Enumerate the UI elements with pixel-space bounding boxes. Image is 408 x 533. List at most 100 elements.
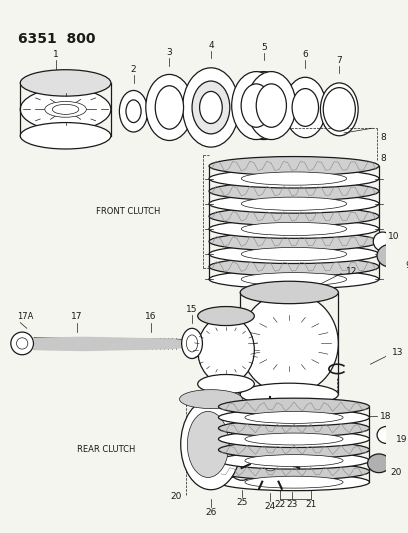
Ellipse shape	[241, 84, 271, 127]
Ellipse shape	[180, 390, 242, 409]
Ellipse shape	[247, 71, 296, 140]
Text: 1: 1	[53, 50, 59, 59]
Text: 18: 18	[380, 411, 391, 421]
Ellipse shape	[186, 335, 198, 352]
Ellipse shape	[257, 418, 284, 471]
Ellipse shape	[245, 476, 343, 488]
Ellipse shape	[240, 383, 338, 406]
Ellipse shape	[240, 293, 338, 394]
Text: 23: 23	[286, 500, 298, 510]
Ellipse shape	[249, 84, 279, 127]
Ellipse shape	[232, 71, 281, 140]
Ellipse shape	[209, 220, 379, 238]
Ellipse shape	[245, 411, 343, 423]
Ellipse shape	[198, 316, 254, 384]
Ellipse shape	[181, 399, 241, 490]
Ellipse shape	[182, 328, 202, 359]
Ellipse shape	[187, 411, 229, 478]
Text: 9: 9	[406, 261, 408, 270]
Text: 26: 26	[205, 508, 217, 517]
Ellipse shape	[126, 100, 141, 123]
Ellipse shape	[209, 257, 379, 276]
Ellipse shape	[320, 83, 358, 136]
Text: 25: 25	[236, 498, 248, 507]
Ellipse shape	[52, 104, 79, 115]
Ellipse shape	[368, 454, 390, 473]
Ellipse shape	[373, 232, 392, 251]
Ellipse shape	[268, 403, 317, 482]
Ellipse shape	[239, 71, 288, 140]
Text: 3: 3	[166, 48, 172, 57]
Ellipse shape	[246, 405, 294, 484]
Text: 5: 5	[261, 43, 267, 52]
Ellipse shape	[245, 433, 343, 445]
Text: 8: 8	[381, 133, 386, 142]
Ellipse shape	[120, 91, 148, 132]
Ellipse shape	[198, 306, 254, 326]
Ellipse shape	[240, 281, 338, 304]
Ellipse shape	[209, 245, 379, 263]
Text: 21: 21	[305, 500, 317, 510]
Ellipse shape	[218, 431, 370, 448]
Ellipse shape	[198, 375, 254, 393]
Text: FRONT CLUTCH: FRONT CLUTCH	[96, 207, 160, 216]
Ellipse shape	[209, 169, 379, 188]
Text: 17: 17	[71, 312, 83, 321]
Ellipse shape	[20, 88, 111, 131]
Ellipse shape	[245, 455, 343, 466]
Text: 15: 15	[186, 305, 198, 314]
Ellipse shape	[218, 441, 370, 458]
Text: 11: 11	[269, 300, 281, 308]
Text: 16: 16	[145, 312, 156, 321]
Ellipse shape	[218, 452, 370, 469]
Text: 6: 6	[302, 50, 308, 59]
Ellipse shape	[218, 420, 370, 437]
Ellipse shape	[209, 207, 379, 226]
Ellipse shape	[241, 222, 347, 236]
Ellipse shape	[192, 81, 230, 134]
Text: 2: 2	[131, 65, 136, 74]
Ellipse shape	[218, 409, 370, 426]
Text: 8: 8	[381, 154, 386, 163]
Ellipse shape	[16, 338, 28, 349]
Ellipse shape	[241, 247, 347, 261]
Text: 12: 12	[346, 267, 357, 276]
Text: 10: 10	[388, 232, 400, 241]
Ellipse shape	[323, 87, 355, 131]
Text: 6351  800: 6351 800	[18, 32, 96, 46]
Ellipse shape	[209, 157, 379, 175]
Ellipse shape	[241, 197, 347, 211]
Ellipse shape	[377, 244, 404, 267]
Ellipse shape	[277, 418, 307, 467]
Ellipse shape	[284, 77, 326, 138]
Ellipse shape	[292, 88, 319, 126]
Ellipse shape	[218, 474, 370, 491]
Ellipse shape	[20, 123, 111, 149]
Text: 19: 19	[396, 435, 408, 444]
Ellipse shape	[20, 70, 111, 96]
Ellipse shape	[241, 172, 347, 185]
Ellipse shape	[256, 84, 286, 127]
Ellipse shape	[209, 270, 379, 289]
Text: 13: 13	[392, 349, 404, 357]
Text: 20: 20	[390, 468, 401, 477]
Text: 14: 14	[206, 406, 217, 415]
Ellipse shape	[209, 195, 379, 213]
Text: 20: 20	[170, 492, 182, 501]
Ellipse shape	[155, 86, 184, 129]
Ellipse shape	[146, 75, 193, 141]
Ellipse shape	[45, 101, 86, 117]
Text: 7: 7	[337, 56, 342, 65]
Ellipse shape	[209, 232, 379, 251]
Ellipse shape	[11, 332, 33, 355]
Text: 24: 24	[265, 502, 276, 511]
Ellipse shape	[218, 463, 370, 480]
Ellipse shape	[241, 273, 347, 286]
Ellipse shape	[183, 68, 239, 147]
Text: 17A: 17A	[18, 312, 34, 321]
Text: 22: 22	[274, 500, 286, 510]
Ellipse shape	[230, 424, 254, 465]
Ellipse shape	[209, 182, 379, 200]
Text: 4: 4	[208, 41, 214, 50]
Ellipse shape	[218, 398, 370, 415]
